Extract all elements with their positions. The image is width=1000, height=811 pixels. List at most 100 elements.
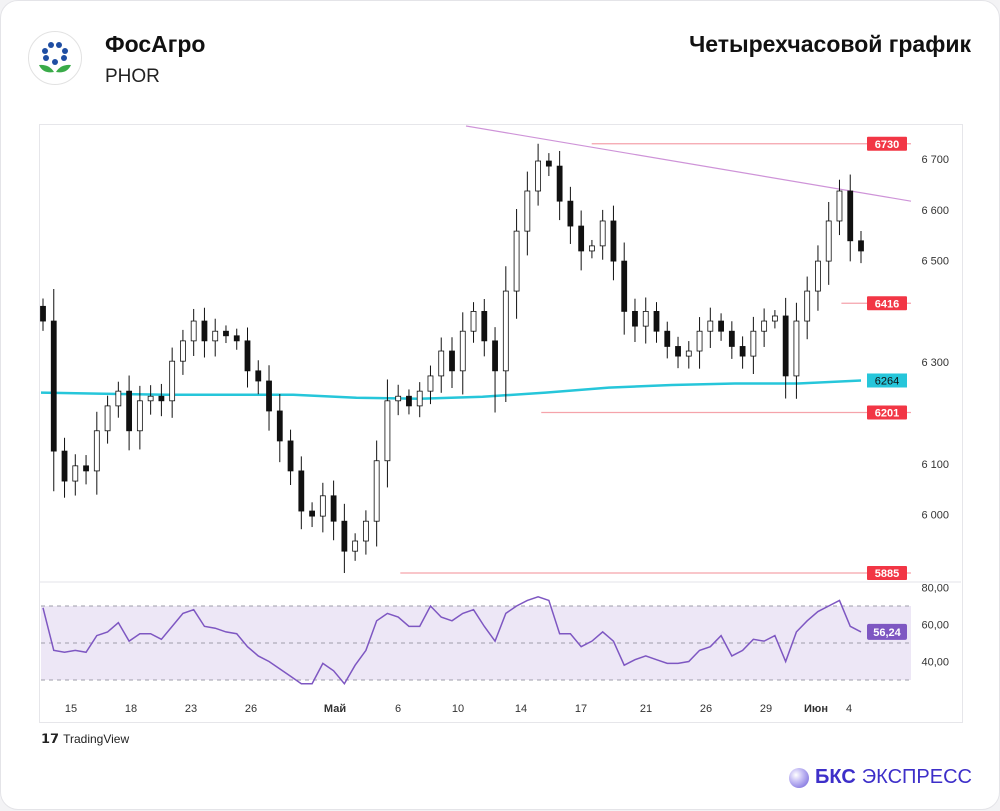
candle bbox=[276, 394, 283, 463]
chart-container[interactable] bbox=[39, 124, 963, 723]
candle-body bbox=[115, 390, 122, 407]
candle-body bbox=[362, 520, 369, 542]
level-label: 5885 bbox=[875, 568, 899, 580]
candle bbox=[675, 336, 681, 369]
candle-body bbox=[782, 315, 789, 377]
time-tick-label: 14 bbox=[515, 703, 527, 715]
candle-body bbox=[406, 395, 412, 407]
candle bbox=[104, 395, 111, 444]
candle bbox=[502, 266, 509, 402]
candle bbox=[223, 325, 229, 344]
candle bbox=[782, 297, 789, 399]
candle bbox=[298, 456, 305, 530]
candle-body bbox=[244, 340, 251, 372]
candle bbox=[212, 318, 219, 357]
candle bbox=[255, 360, 262, 395]
candle bbox=[459, 312, 466, 395]
level-badge bbox=[867, 296, 907, 311]
candle bbox=[793, 302, 800, 399]
candle bbox=[72, 454, 79, 496]
candle bbox=[858, 231, 864, 264]
candle-body bbox=[319, 495, 326, 517]
candle-body bbox=[126, 390, 133, 432]
tradingview-logo: 𝟭𝟳 TradingView bbox=[41, 731, 130, 746]
candle-body bbox=[266, 380, 272, 412]
sma-badge bbox=[867, 373, 907, 388]
time-tick-label: 26 bbox=[700, 703, 712, 715]
candle bbox=[825, 201, 832, 285]
candle bbox=[244, 327, 251, 388]
candle-body bbox=[599, 220, 606, 247]
price-tick-label: 6 100 bbox=[921, 459, 949, 471]
candle-body bbox=[815, 260, 821, 292]
candle-body bbox=[352, 540, 359, 552]
candle-body bbox=[61, 450, 68, 482]
candle bbox=[50, 288, 57, 492]
candle-body bbox=[276, 410, 283, 442]
candle bbox=[158, 383, 165, 417]
candle-body bbox=[513, 230, 520, 292]
candle bbox=[384, 379, 391, 488]
tradingview-label: TradingView bbox=[63, 732, 130, 746]
candle bbox=[201, 307, 208, 358]
candle-body bbox=[201, 320, 208, 342]
candle bbox=[535, 143, 542, 206]
candle-body bbox=[169, 360, 176, 402]
candle-body bbox=[610, 220, 617, 262]
candle-body bbox=[233, 335, 240, 342]
candle bbox=[169, 347, 176, 418]
candle-body bbox=[556, 165, 563, 202]
candle-body bbox=[847, 190, 854, 242]
candle bbox=[664, 321, 671, 359]
time-tick-label: 17 bbox=[575, 703, 587, 715]
candle-body bbox=[675, 346, 681, 357]
candle bbox=[847, 174, 854, 262]
candle-body bbox=[255, 370, 262, 382]
candle bbox=[180, 329, 186, 375]
candle-body bbox=[750, 330, 757, 357]
candle-body bbox=[621, 260, 628, 312]
candle bbox=[524, 171, 531, 256]
time-tick-label: 26 bbox=[245, 703, 257, 715]
candle bbox=[406, 389, 412, 415]
candle-body bbox=[470, 310, 477, 332]
candle bbox=[438, 337, 445, 393]
candle bbox=[589, 239, 595, 259]
candle-body bbox=[825, 220, 832, 262]
candle-body bbox=[83, 465, 89, 472]
candle-body bbox=[578, 225, 585, 252]
candle-body bbox=[40, 305, 46, 322]
level-label: 6730 bbox=[875, 139, 899, 151]
time-tick-label: 21 bbox=[640, 703, 652, 715]
candle bbox=[319, 482, 326, 533]
candle-body bbox=[104, 405, 111, 432]
time-tick-label: 29 bbox=[760, 703, 772, 715]
candle-body bbox=[653, 310, 660, 332]
candle-body bbox=[459, 330, 466, 372]
candle bbox=[642, 297, 649, 344]
candle-body bbox=[330, 495, 337, 522]
candle bbox=[815, 245, 821, 311]
time-tick-label: 6 bbox=[395, 703, 401, 715]
candle-body bbox=[309, 510, 315, 517]
candle-body bbox=[212, 330, 219, 342]
sma-line bbox=[40, 379, 862, 401]
candle bbox=[804, 276, 811, 340]
candle bbox=[470, 302, 477, 343]
candle bbox=[707, 307, 714, 348]
candle bbox=[836, 179, 843, 236]
candle bbox=[416, 382, 423, 418]
rsi-tick-label: 40,00 bbox=[921, 657, 949, 669]
candle-body bbox=[545, 160, 552, 167]
candle bbox=[728, 321, 735, 359]
candle-body bbox=[449, 350, 455, 372]
level-label: 6201 bbox=[875, 407, 899, 419]
candle-body bbox=[836, 190, 843, 222]
candle bbox=[83, 455, 89, 485]
candle bbox=[492, 327, 498, 413]
candle-body bbox=[535, 160, 542, 192]
price-tick-label: 6 300 bbox=[921, 357, 949, 369]
candle-body bbox=[728, 330, 735, 347]
